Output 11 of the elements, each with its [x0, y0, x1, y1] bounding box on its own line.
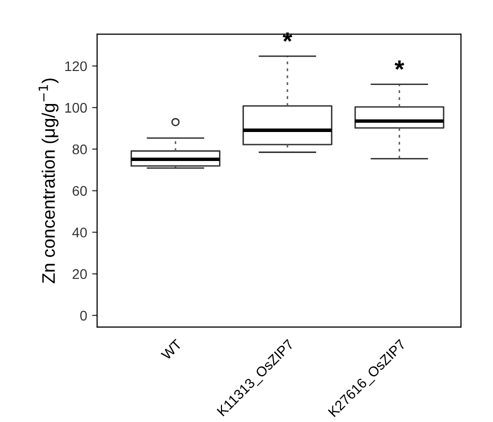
y-tick-label: 0: [80, 310, 87, 321]
y-axis-title: Zn concentration (μg/g$^{−1}$): [38, 78, 59, 284]
y-tick-label: 40: [72, 228, 87, 238]
annotation: *: [282, 32, 292, 42]
y-tick-label: 120: [65, 61, 87, 72]
y-tick-label: 80: [72, 144, 87, 154]
y-tick-label: 100: [65, 102, 87, 113]
y-tick-label: 60: [72, 186, 87, 196]
y-tick-label: 20: [72, 269, 87, 280]
annotation: *: [394, 60, 404, 70]
x-tick-label: WT: [160, 338, 182, 361]
